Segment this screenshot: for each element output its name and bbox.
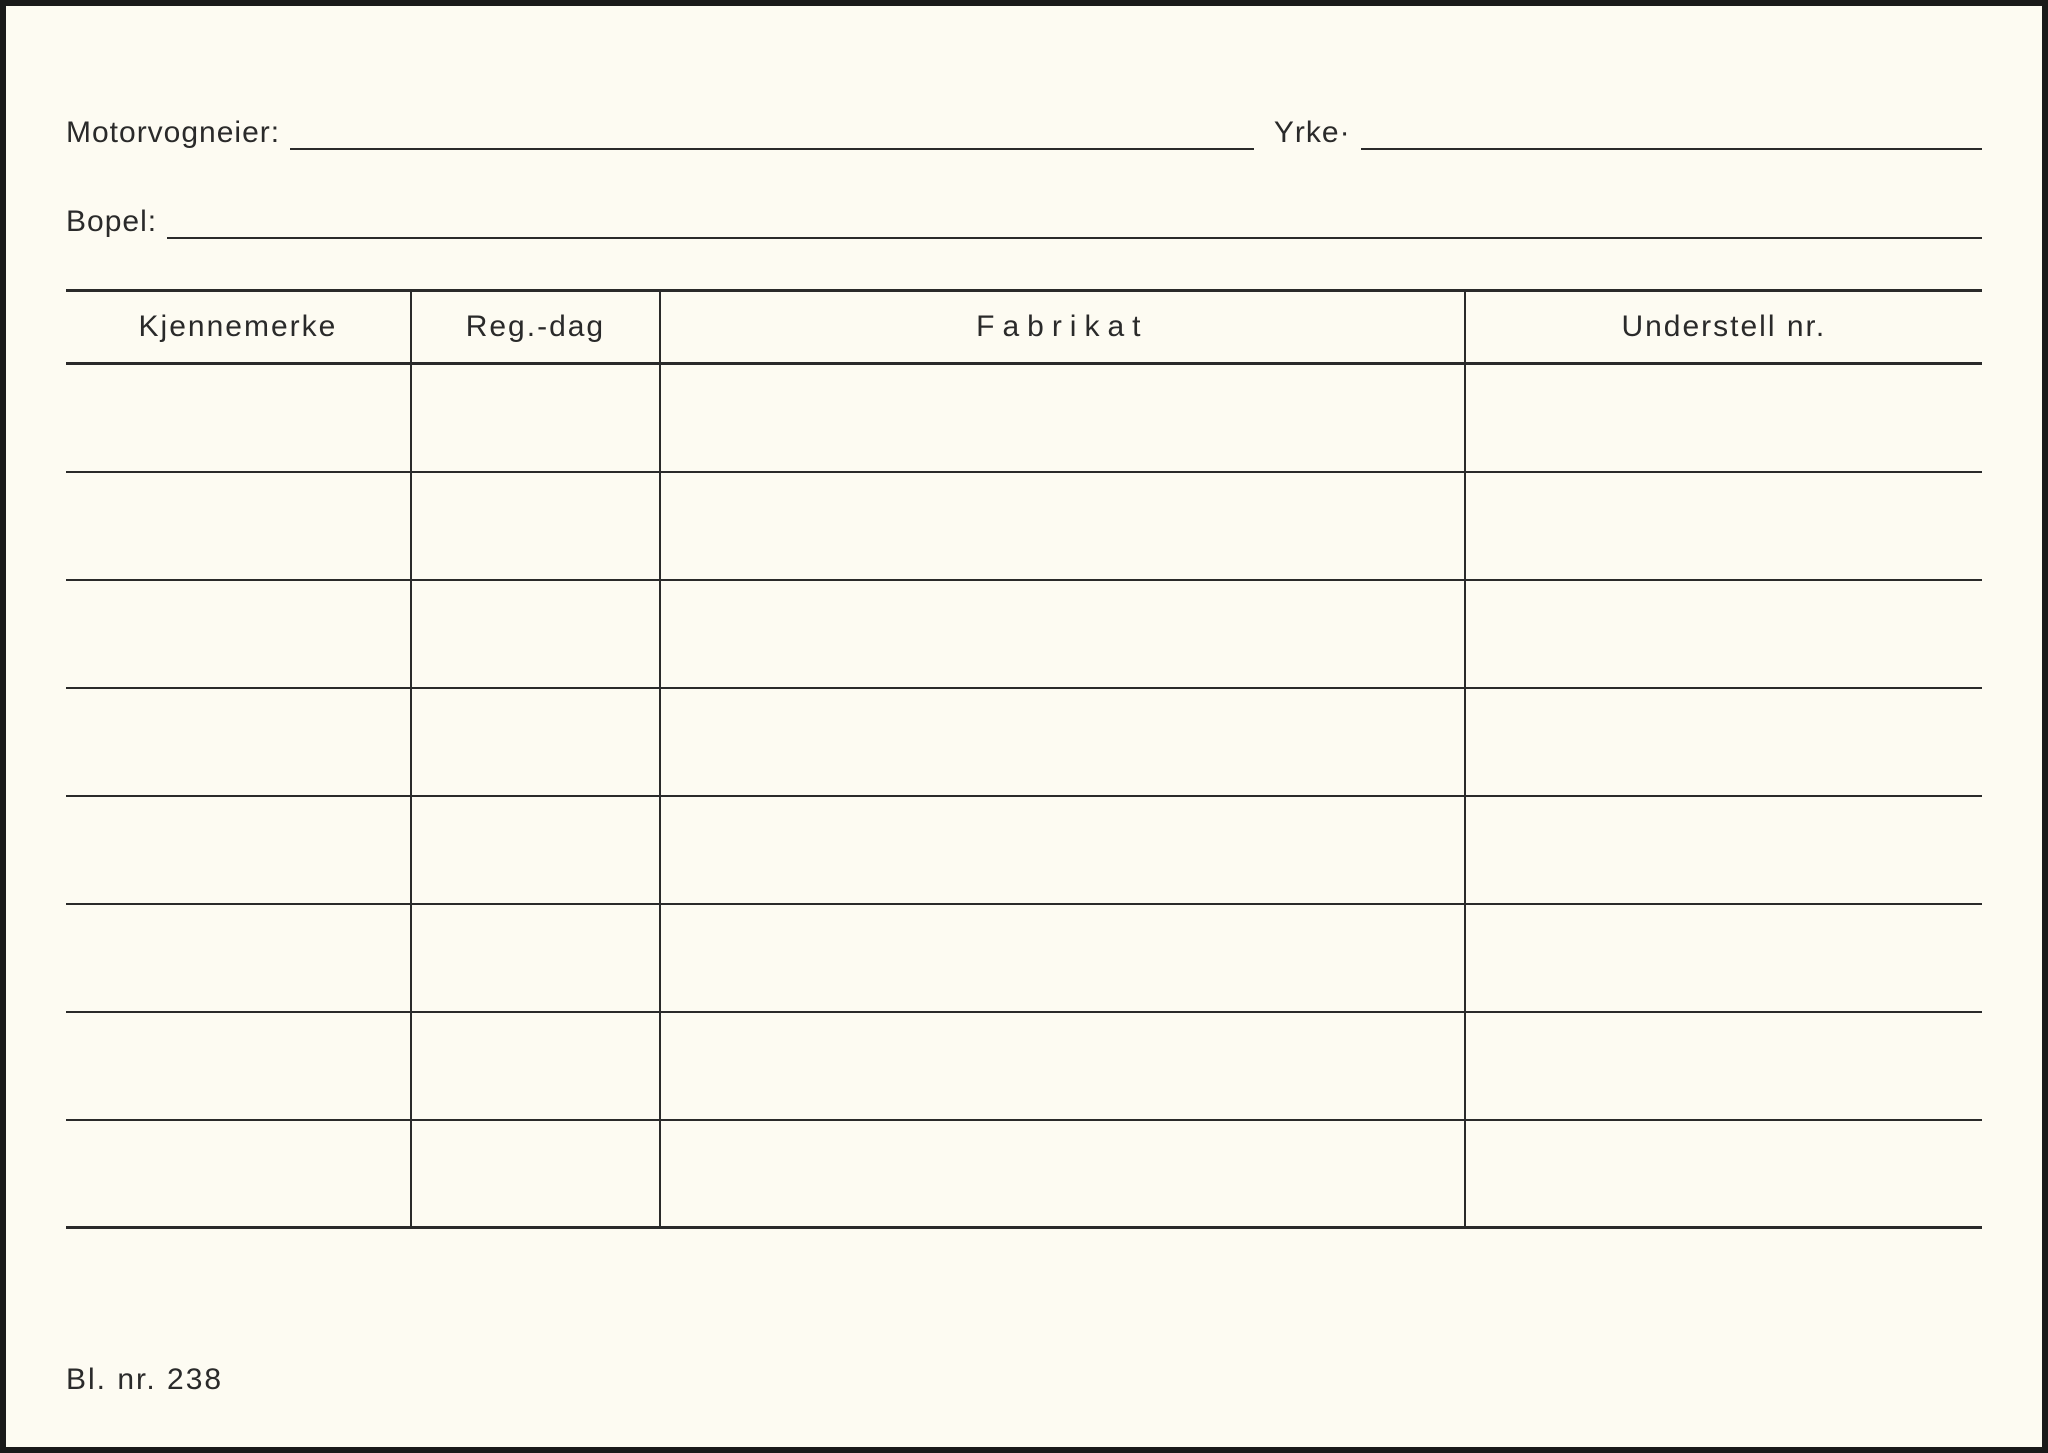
cell-understell <box>1465 796 1982 904</box>
table-header-row: Kjennemerke Reg.-dag Fabrikat Understell… <box>66 291 1982 364</box>
cell-understell <box>1465 364 1982 472</box>
cell-regdag <box>411 472 660 580</box>
column-header-fabrikat: Fabrikat <box>660 291 1465 364</box>
table-row <box>66 1120 1982 1228</box>
cell-fabrikat <box>660 904 1465 1012</box>
column-header-understell: Understell nr. <box>1465 291 1982 364</box>
cell-understell <box>1465 1012 1982 1120</box>
owner-input-line <box>290 117 1254 150</box>
residence-row: Bopel: <box>66 205 1982 239</box>
cell-regdag <box>411 904 660 1012</box>
cell-fabrikat <box>660 472 1465 580</box>
cell-kjennemerke <box>66 580 411 688</box>
residence-label: Bopel: <box>66 205 167 239</box>
table-row <box>66 688 1982 796</box>
cell-regdag <box>411 796 660 904</box>
cell-fabrikat <box>660 1012 1465 1120</box>
cell-fabrikat <box>660 796 1465 904</box>
vehicle-table: Kjennemerke Reg.-dag Fabrikat Understell… <box>66 289 1982 1229</box>
cell-understell <box>1465 472 1982 580</box>
column-header-regdag: Reg.-dag <box>411 291 660 364</box>
occupation-label: Yrke· <box>1274 116 1361 150</box>
cell-kjennemerke <box>66 1012 411 1120</box>
cell-regdag <box>411 580 660 688</box>
cell-understell <box>1465 904 1982 1012</box>
cell-fabrikat <box>660 580 1465 688</box>
column-header-kjennemerke: Kjennemerke <box>66 291 411 364</box>
owner-field-group: Motorvogneier: <box>66 116 1254 150</box>
table-row <box>66 796 1982 904</box>
cell-regdag <box>411 1120 660 1228</box>
occupation-field-group: Yrke· <box>1274 116 1982 150</box>
cell-kjennemerke <box>66 904 411 1012</box>
cell-understell <box>1465 688 1982 796</box>
cell-regdag <box>411 1012 660 1120</box>
occupation-input-line <box>1361 117 1982 150</box>
table-row <box>66 580 1982 688</box>
cell-regdag <box>411 364 660 472</box>
cell-kjennemerke <box>66 364 411 472</box>
table-row <box>66 364 1982 472</box>
form-page: Motorvogneier: Yrke· Bopel: Kjennemerke … <box>0 0 2048 1453</box>
cell-kjennemerke <box>66 796 411 904</box>
owner-label: Motorvogneier: <box>66 116 290 150</box>
cell-kjennemerke <box>66 688 411 796</box>
table-row <box>66 904 1982 1012</box>
cell-fabrikat <box>660 688 1465 796</box>
owner-occupation-row: Motorvogneier: Yrke· <box>66 116 1982 150</box>
cell-fabrikat <box>660 364 1465 472</box>
cell-regdag <box>411 688 660 796</box>
cell-understell <box>1465 580 1982 688</box>
residence-input-line <box>167 206 1982 239</box>
table-row <box>66 472 1982 580</box>
table-row <box>66 1012 1982 1120</box>
cell-understell <box>1465 1120 1982 1228</box>
cell-fabrikat <box>660 1120 1465 1228</box>
cell-kjennemerke <box>66 1120 411 1228</box>
cell-kjennemerke <box>66 472 411 580</box>
form-number: Bl. nr. 238 <box>66 1363 223 1397</box>
